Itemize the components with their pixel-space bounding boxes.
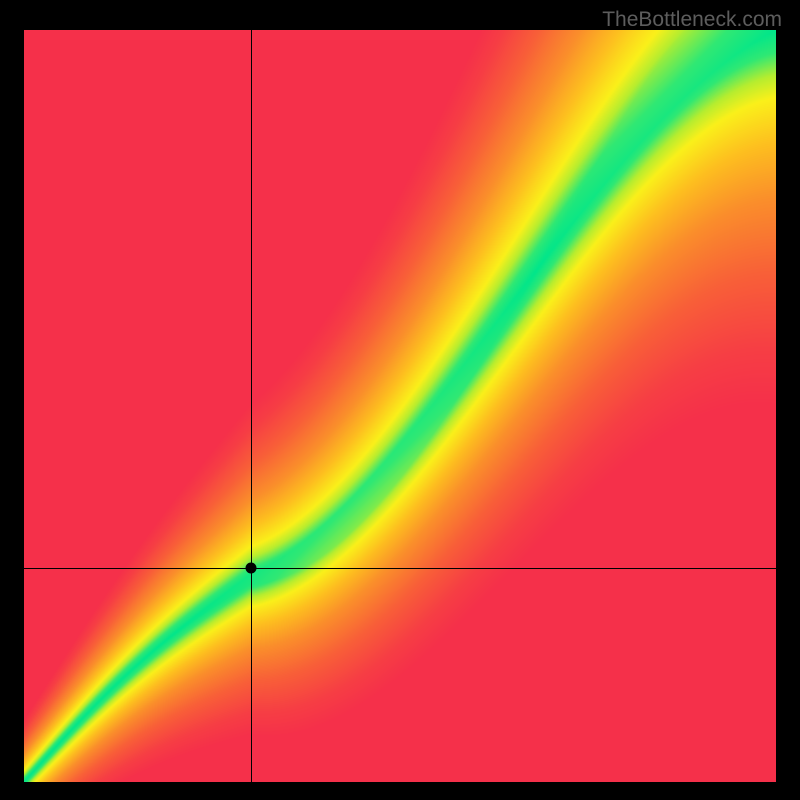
plot-area bbox=[24, 30, 776, 782]
crosshair-marker bbox=[246, 563, 257, 574]
crosshair-vertical bbox=[251, 30, 252, 782]
heatmap-canvas bbox=[24, 30, 776, 782]
chart-container: TheBottleneck.com bbox=[0, 0, 800, 800]
crosshair-horizontal bbox=[24, 568, 776, 569]
attribution-text: TheBottleneck.com bbox=[602, 8, 782, 32]
